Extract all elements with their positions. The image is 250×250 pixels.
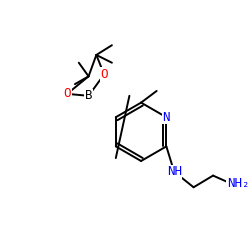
- Text: O: O: [100, 68, 108, 81]
- Text: NH: NH: [167, 165, 182, 178]
- Text: NH₂: NH₂: [227, 177, 250, 190]
- Text: O: O: [64, 87, 71, 100]
- Text: B: B: [85, 89, 92, 102]
- Text: N: N: [162, 111, 170, 124]
